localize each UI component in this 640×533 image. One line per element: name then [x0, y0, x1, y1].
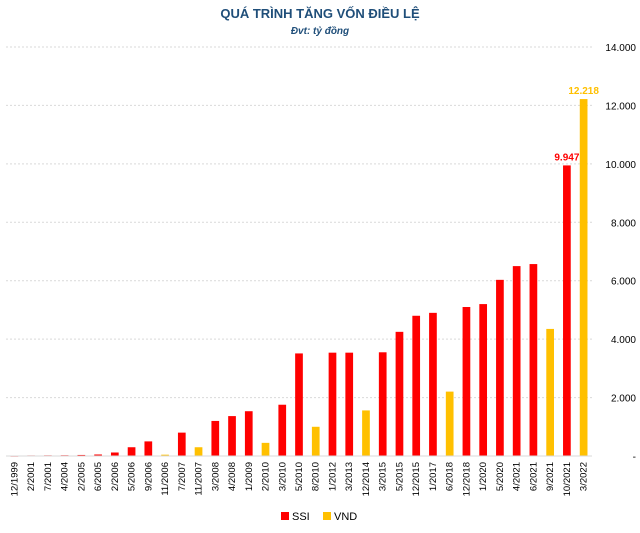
- bar-vnd: [311, 426, 320, 456]
- x-tick-label: 8/2010: [311, 462, 322, 491]
- x-tick-label: 5/2010: [294, 462, 305, 491]
- chart-title: QUÁ TRÌNH TĂNG VỐN ĐIỀU LỆ: [220, 6, 420, 21]
- x-tick-label: 1/2020: [478, 462, 489, 491]
- x-tick-label: 7/2001: [43, 462, 54, 491]
- bars: [10, 99, 588, 457]
- chart-subtitle: Đvt: tỷ đồng: [291, 25, 349, 37]
- x-tick-label: 2/2005: [76, 462, 87, 491]
- y-tick-label: 8.000: [611, 218, 636, 229]
- x-tick-label: 2/2001: [26, 462, 37, 491]
- x-tick-label: 12/2014: [361, 462, 372, 496]
- legend-label-vnd: VND: [334, 511, 357, 523]
- x-tick-label: 2/2010: [261, 462, 272, 491]
- x-tick-label: 1/2012: [327, 462, 338, 491]
- x-tick-label: 3/2010: [277, 462, 288, 491]
- x-tick-label: 4/2004: [60, 462, 71, 491]
- x-tick-label: 1/2009: [244, 462, 255, 491]
- x-tick-label: 12/1999: [9, 462, 20, 496]
- x-tick-label: 3/2008: [210, 462, 221, 491]
- bar-ssi: [177, 432, 186, 456]
- data-label: 9.947: [554, 152, 579, 163]
- bar-ssi: [94, 454, 102, 456]
- bar-ssi: [529, 264, 538, 456]
- bar-ssi: [496, 279, 504, 456]
- x-tick-label: 11/2006: [160, 462, 171, 496]
- bar-ssi: [144, 441, 153, 456]
- bar-vnd: [546, 328, 554, 456]
- bar-ssi: [479, 304, 488, 456]
- x-tick-label: 11/2007: [194, 462, 205, 496]
- x-tick-label: 5/2006: [127, 462, 138, 491]
- x-tick-label: 4/2008: [227, 462, 238, 491]
- bar-ssi: [278, 404, 287, 456]
- bar-ssi: [378, 352, 387, 456]
- bar-ssi: [295, 353, 303, 456]
- bar-ssi: [228, 416, 236, 456]
- bar-vnd: [261, 442, 270, 456]
- bar-ssi: [429, 312, 437, 456]
- bar-ssi: [328, 352, 337, 456]
- x-tick-label: 12/2015: [411, 462, 422, 496]
- bar-ssi: [127, 447, 136, 456]
- legend-swatch-vnd: [323, 512, 331, 520]
- bar-ssi: [77, 454, 86, 456]
- bar-ssi: [110, 452, 119, 456]
- bar-vnd: [579, 99, 588, 456]
- y-axis-ticks: - 2.000 4.000 6.000 8.000 10.000 12.000 14.000: [605, 43, 636, 463]
- bar-ssi: [462, 307, 471, 456]
- x-tick-label: 10/2021: [562, 462, 573, 496]
- x-tick-label: 6/2005: [93, 462, 104, 491]
- bar-vnd: [445, 391, 454, 456]
- data-labels: 9.947 12.218: [554, 86, 599, 163]
- x-tick-label: 12/2018: [461, 462, 472, 496]
- bar-ssi: [244, 411, 253, 456]
- x-tick-label: 7/2007: [177, 462, 188, 491]
- x-tick-label: 1/2017: [428, 462, 439, 491]
- data-label: 12.218: [568, 86, 599, 97]
- legend: SSI VND: [281, 511, 357, 523]
- bar-ssi: [512, 266, 521, 456]
- y-tick-label: 2.000: [611, 394, 636, 405]
- bar-ssi: [395, 331, 404, 456]
- bar-ssi: [211, 420, 220, 456]
- x-tick-label: 6/2021: [528, 462, 539, 491]
- y-tick-label: 6.000: [611, 277, 636, 288]
- x-tick-label: 4/2021: [512, 462, 523, 491]
- legend-swatch-ssi: [281, 512, 289, 520]
- y-tick-label: 10.000: [605, 160, 636, 171]
- x-axis-ticks: 12/1999 2/2001 7/2001 4/2004 2/2005 6/2005 2/2…: [9, 462, 589, 496]
- x-tick-label: 3/2015: [378, 462, 389, 491]
- legend-label-ssi: SSI: [292, 511, 310, 523]
- y-tick-label: 12.000: [605, 101, 636, 112]
- y-tick-label: 4.000: [611, 335, 636, 346]
- x-tick-label: 9/2006: [143, 462, 154, 491]
- x-tick-label: 3/2013: [344, 462, 355, 491]
- bar-ssi: [563, 165, 571, 456]
- x-tick-label: 5/2015: [394, 462, 405, 491]
- x-tick-label: 6/2018: [445, 462, 456, 491]
- bar-vnd: [161, 454, 169, 456]
- bar-vnd: [362, 410, 370, 456]
- y-tick-label: -: [633, 452, 636, 463]
- bar-ssi: [412, 315, 421, 456]
- bar-vnd: [194, 447, 203, 456]
- gridlines: [6, 46, 592, 399]
- x-tick-label: 5/2020: [495, 462, 506, 491]
- bar-ssi: [345, 352, 354, 456]
- y-tick-label: 14.000: [605, 43, 636, 54]
- x-tick-label: 3/2022: [579, 462, 590, 491]
- x-tick-label: 2/2006: [110, 462, 121, 491]
- x-tick-label: 9/2021: [545, 462, 556, 491]
